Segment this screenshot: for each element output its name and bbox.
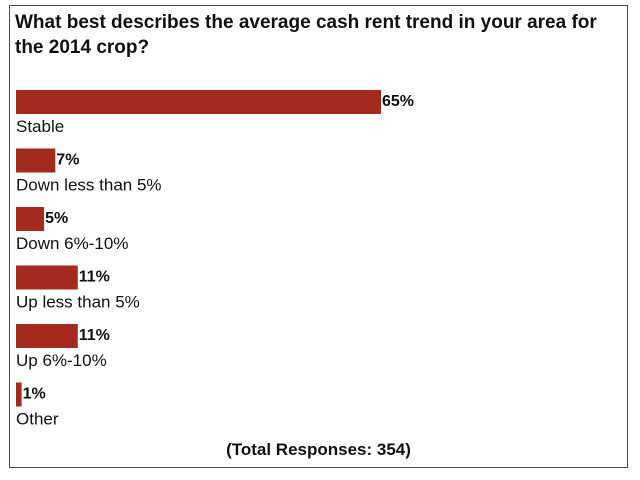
category-label: Stable — [16, 117, 64, 136]
category-label: Up less than 5% — [16, 293, 140, 312]
bar-value-label: 65% — [382, 93, 414, 110]
category-label: Down less than 5% — [16, 176, 162, 195]
category-label: Down 6%-10% — [16, 234, 128, 253]
bar-1 — [16, 90, 381, 114]
bar-2 — [16, 148, 56, 173]
bar-4 — [16, 265, 78, 290]
bar-5 — [16, 324, 78, 348]
total-responses: (Total Responses: 354) — [226, 440, 411, 459]
bar-value-label: 1% — [23, 386, 46, 403]
poll-bar-chart: 65% Stable 7% Down less than 5% 5% Down 6%-10… — [16, 90, 414, 429]
bar-value-label: 11% — [79, 327, 110, 344]
bar-6 — [16, 382, 22, 407]
bar-value-label: 7% — [56, 152, 79, 169]
bar-value-label: 11% — [79, 269, 110, 286]
category-label: Other — [16, 410, 59, 429]
bar-value-label: 5% — [45, 210, 68, 227]
bar-3 — [16, 207, 45, 231]
category-label: Up 6%-10% — [16, 351, 107, 370]
poll-question: What best describes the average cash ren… — [15, 12, 597, 58]
poll-results-panel: What best describes the average cash ren… — [9, 5, 628, 468]
